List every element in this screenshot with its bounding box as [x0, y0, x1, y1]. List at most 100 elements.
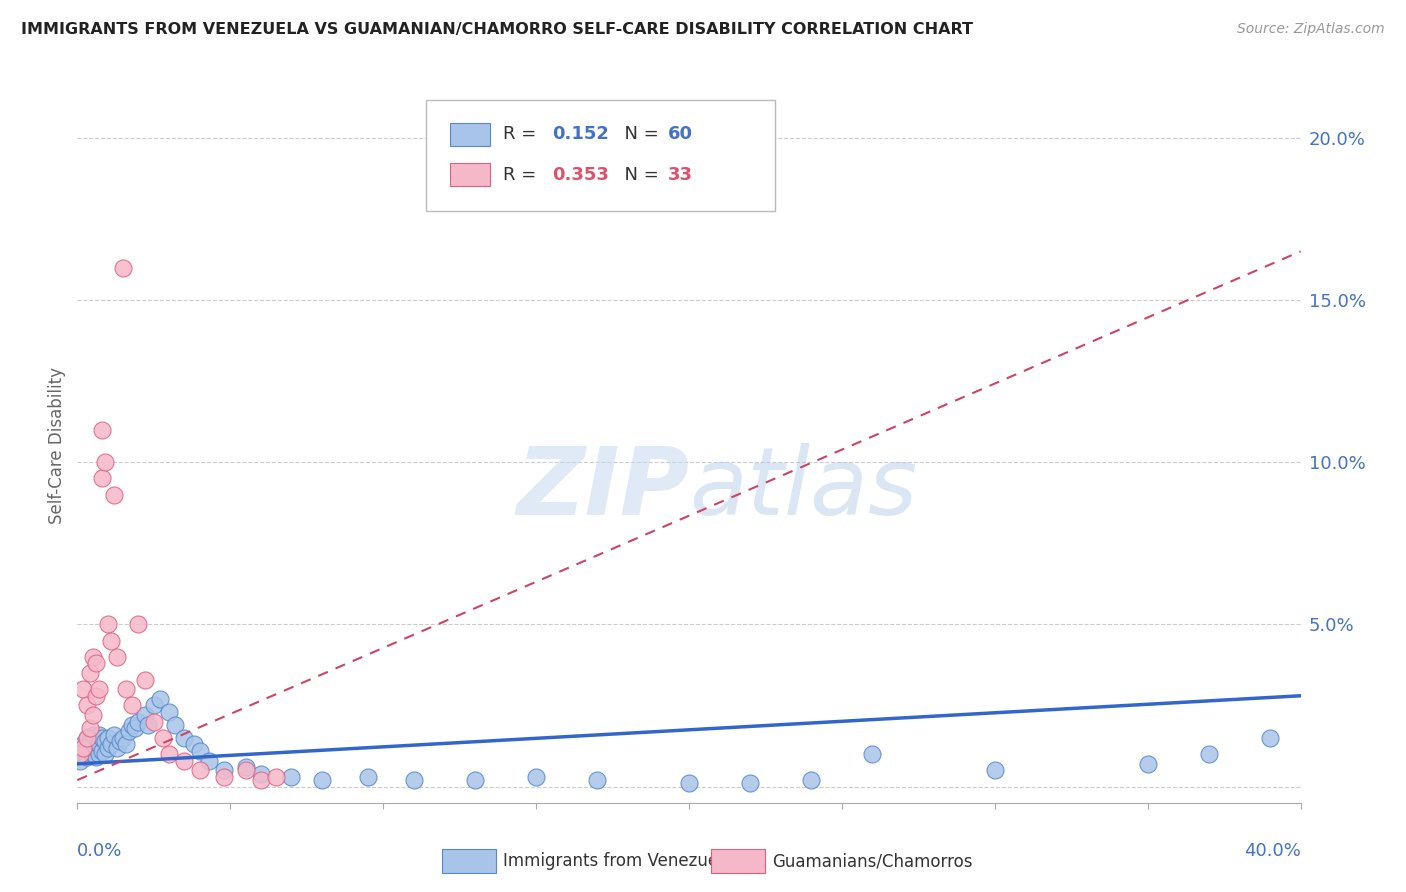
- Point: [69, 754, 91, 768]
- Point: [121, 698, 143, 713]
- Point: [84, 689, 107, 703]
- Point: [115, 682, 138, 697]
- Point: [173, 754, 195, 768]
- Point: [740, 776, 762, 790]
- Point: [103, 488, 125, 502]
- Y-axis label: Self-Care Disability: Self-Care Disability: [48, 368, 66, 524]
- Point: [76, 750, 98, 764]
- Point: [1198, 747, 1220, 761]
- Point: [69, 747, 91, 761]
- Point: [90, 471, 112, 485]
- Point: [97, 731, 120, 745]
- Text: atlas: atlas: [689, 443, 917, 534]
- Point: [82, 738, 104, 752]
- Point: [112, 260, 135, 275]
- Point: [79, 666, 101, 681]
- Text: N =: N =: [613, 166, 665, 184]
- FancyBboxPatch shape: [450, 123, 489, 145]
- Point: [152, 731, 174, 745]
- FancyBboxPatch shape: [441, 849, 496, 873]
- Point: [250, 773, 273, 788]
- Point: [108, 734, 131, 748]
- Point: [76, 698, 98, 713]
- Text: R =: R =: [503, 125, 541, 143]
- Text: 0.152: 0.152: [553, 125, 609, 143]
- FancyBboxPatch shape: [711, 849, 765, 873]
- Point: [280, 770, 302, 784]
- Point: [72, 682, 94, 697]
- Point: [586, 773, 609, 788]
- Point: [1258, 731, 1281, 745]
- Point: [82, 708, 104, 723]
- Point: [984, 764, 1007, 778]
- Point: [121, 718, 143, 732]
- Point: [173, 731, 195, 745]
- Text: 0.353: 0.353: [553, 166, 609, 184]
- Point: [800, 773, 823, 788]
- Point: [157, 705, 180, 719]
- Point: [105, 740, 128, 755]
- Point: [103, 728, 125, 742]
- FancyBboxPatch shape: [450, 163, 489, 186]
- Point: [87, 747, 110, 761]
- Point: [1136, 756, 1159, 771]
- Point: [87, 728, 110, 742]
- Point: [94, 455, 117, 469]
- Point: [402, 773, 425, 788]
- Point: [311, 773, 333, 788]
- Point: [76, 731, 98, 745]
- Text: IMMIGRANTS FROM VENEZUELA VS GUAMANIAN/CHAMORRO SELF-CARE DISABILITY CORRELATION: IMMIGRANTS FROM VENEZUELA VS GUAMANIAN/C…: [21, 22, 973, 37]
- Point: [264, 770, 287, 784]
- Point: [94, 747, 117, 761]
- Point: [105, 649, 128, 664]
- Point: [82, 747, 104, 761]
- Text: Immigrants from Venezuela: Immigrants from Venezuela: [503, 853, 733, 871]
- Point: [124, 721, 146, 735]
- Point: [464, 773, 486, 788]
- Point: [357, 770, 380, 784]
- Point: [82, 649, 104, 664]
- Point: [112, 731, 135, 745]
- Point: [250, 766, 273, 780]
- Point: [115, 738, 138, 752]
- Point: [188, 744, 211, 758]
- FancyBboxPatch shape: [426, 100, 775, 211]
- Point: [157, 747, 180, 761]
- Point: [72, 747, 94, 761]
- Point: [142, 698, 165, 713]
- Point: [97, 740, 120, 755]
- Point: [235, 764, 257, 778]
- Point: [100, 633, 122, 648]
- Point: [94, 734, 117, 748]
- Point: [79, 721, 101, 735]
- Text: Guamanians/Chamorros: Guamanians/Chamorros: [772, 853, 973, 871]
- Text: N =: N =: [613, 125, 665, 143]
- Point: [183, 738, 205, 752]
- Point: [128, 617, 150, 632]
- Point: [79, 734, 101, 748]
- Text: 0.0%: 0.0%: [77, 842, 122, 860]
- Point: [76, 740, 98, 755]
- Point: [82, 728, 104, 742]
- Point: [198, 754, 221, 768]
- Point: [118, 724, 141, 739]
- Point: [165, 718, 187, 732]
- Text: 40.0%: 40.0%: [1244, 842, 1301, 860]
- Point: [188, 764, 211, 778]
- Point: [84, 740, 107, 755]
- Text: 60: 60: [668, 125, 693, 143]
- Point: [212, 770, 235, 784]
- Point: [100, 738, 122, 752]
- Point: [87, 682, 110, 697]
- Point: [72, 738, 94, 752]
- Point: [76, 731, 98, 745]
- Point: [90, 744, 112, 758]
- Point: [212, 764, 235, 778]
- Point: [149, 692, 172, 706]
- Point: [97, 617, 120, 632]
- Point: [79, 744, 101, 758]
- Point: [862, 747, 884, 761]
- Point: [84, 657, 107, 671]
- Point: [524, 770, 547, 784]
- Point: [142, 714, 165, 729]
